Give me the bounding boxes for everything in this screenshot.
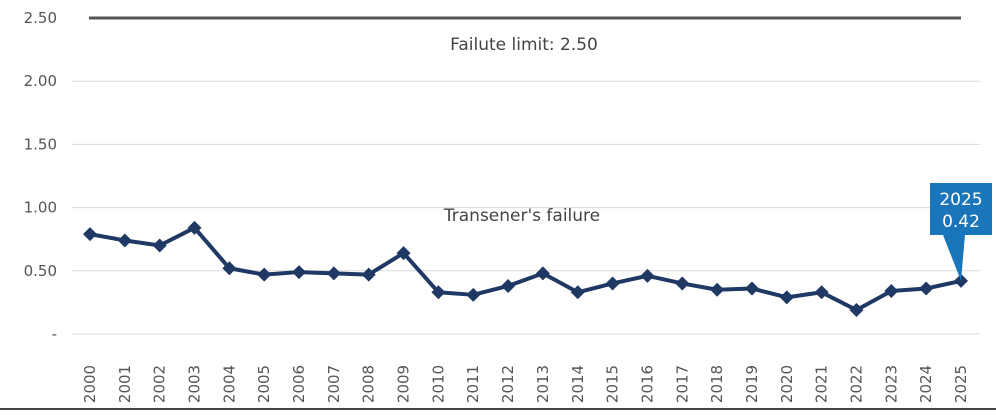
data-point-marker (535, 266, 550, 281)
data-point-marker (292, 265, 307, 280)
data-point-marker (849, 302, 864, 317)
gridlines (72, 80, 980, 272)
y-tick-label: 1.50 (24, 135, 57, 153)
x-tick-label: 2015 (604, 365, 622, 403)
series-markers (83, 220, 968, 317)
data-point-marker (710, 282, 725, 297)
series-annotation: Transener's failure (443, 206, 600, 226)
data-point-marker (501, 278, 516, 293)
x-tick-label: 2011 (464, 365, 482, 403)
data-point-marker (117, 233, 132, 248)
x-tick-label: 2004 (220, 365, 238, 403)
callout-value: 0.42 (942, 212, 980, 232)
data-point-marker (570, 285, 585, 300)
data-point-marker (257, 267, 272, 282)
x-tick-label: 2001 (116, 365, 134, 403)
x-tick-label: 2002 (151, 365, 169, 403)
x-tick-label: 2023 (882, 365, 900, 403)
y-tick-label: 2.50 (24, 9, 57, 27)
data-point-marker (884, 284, 899, 299)
x-tick-label: 2021 (813, 365, 831, 403)
x-tick-label: 2005 (255, 365, 273, 403)
data-point-marker (396, 246, 411, 261)
data-point-marker (675, 276, 690, 291)
x-tick-label: 2012 (499, 365, 517, 403)
x-tick-label: 2018 (708, 365, 726, 403)
data-point-marker (222, 261, 237, 276)
x-axis-ticks: 2000 2001 2002 2003 2004 2005 2006 2007 2008 2009… (81, 365, 970, 403)
x-tick-label: 2007 (325, 365, 343, 403)
x-tick-label: 2022 (847, 365, 865, 403)
y-tick-label: 0.50 (24, 262, 57, 280)
x-tick-label: 2008 (360, 365, 378, 403)
data-point-marker (814, 285, 829, 300)
x-tick-label: 2006 (290, 365, 308, 403)
data-point-marker (431, 285, 446, 300)
data-point-marker (640, 268, 655, 283)
callout-year: 2025 (939, 190, 982, 210)
x-tick-label: 2003 (186, 365, 204, 403)
data-point-marker (152, 238, 167, 253)
data-point-marker (919, 281, 934, 296)
x-tick-label: 2014 (569, 365, 587, 403)
data-point-marker (466, 287, 481, 302)
data-point-marker (605, 276, 620, 291)
data-point-marker (779, 290, 794, 305)
data-point-marker (83, 227, 97, 242)
x-tick-label: 2024 (917, 365, 935, 403)
x-tick-label: 2013 (534, 365, 552, 403)
x-tick-label: 2020 (778, 365, 796, 403)
y-tick-label: - (52, 325, 57, 343)
x-tick-label: 2025 (952, 365, 970, 403)
x-tick-label: 2017 (673, 365, 691, 403)
x-tick-label: 2016 (638, 365, 656, 403)
data-point-marker (326, 266, 341, 281)
callout-box (930, 183, 992, 281)
y-tick-label: 1.00 (24, 199, 57, 217)
y-tick-label: 2.00 (24, 72, 57, 90)
last-value-callout: 2025 0.42 (930, 183, 992, 281)
y-axis-ticks: - 0.50 1.00 1.50 2.00 2.50 (24, 9, 57, 343)
data-point-marker (187, 220, 202, 235)
x-tick-label: 2019 (743, 365, 761, 403)
x-tick-label: 2009 (395, 365, 413, 403)
data-point-marker (361, 267, 376, 282)
series-line-transener-failure (89, 225, 962, 312)
x-tick-label: 2000 (81, 365, 99, 403)
data-point-marker (744, 281, 759, 296)
x-tick-label: 2010 (429, 365, 447, 403)
failure-limit-label: Failute limit: 2.50 (450, 35, 598, 55)
